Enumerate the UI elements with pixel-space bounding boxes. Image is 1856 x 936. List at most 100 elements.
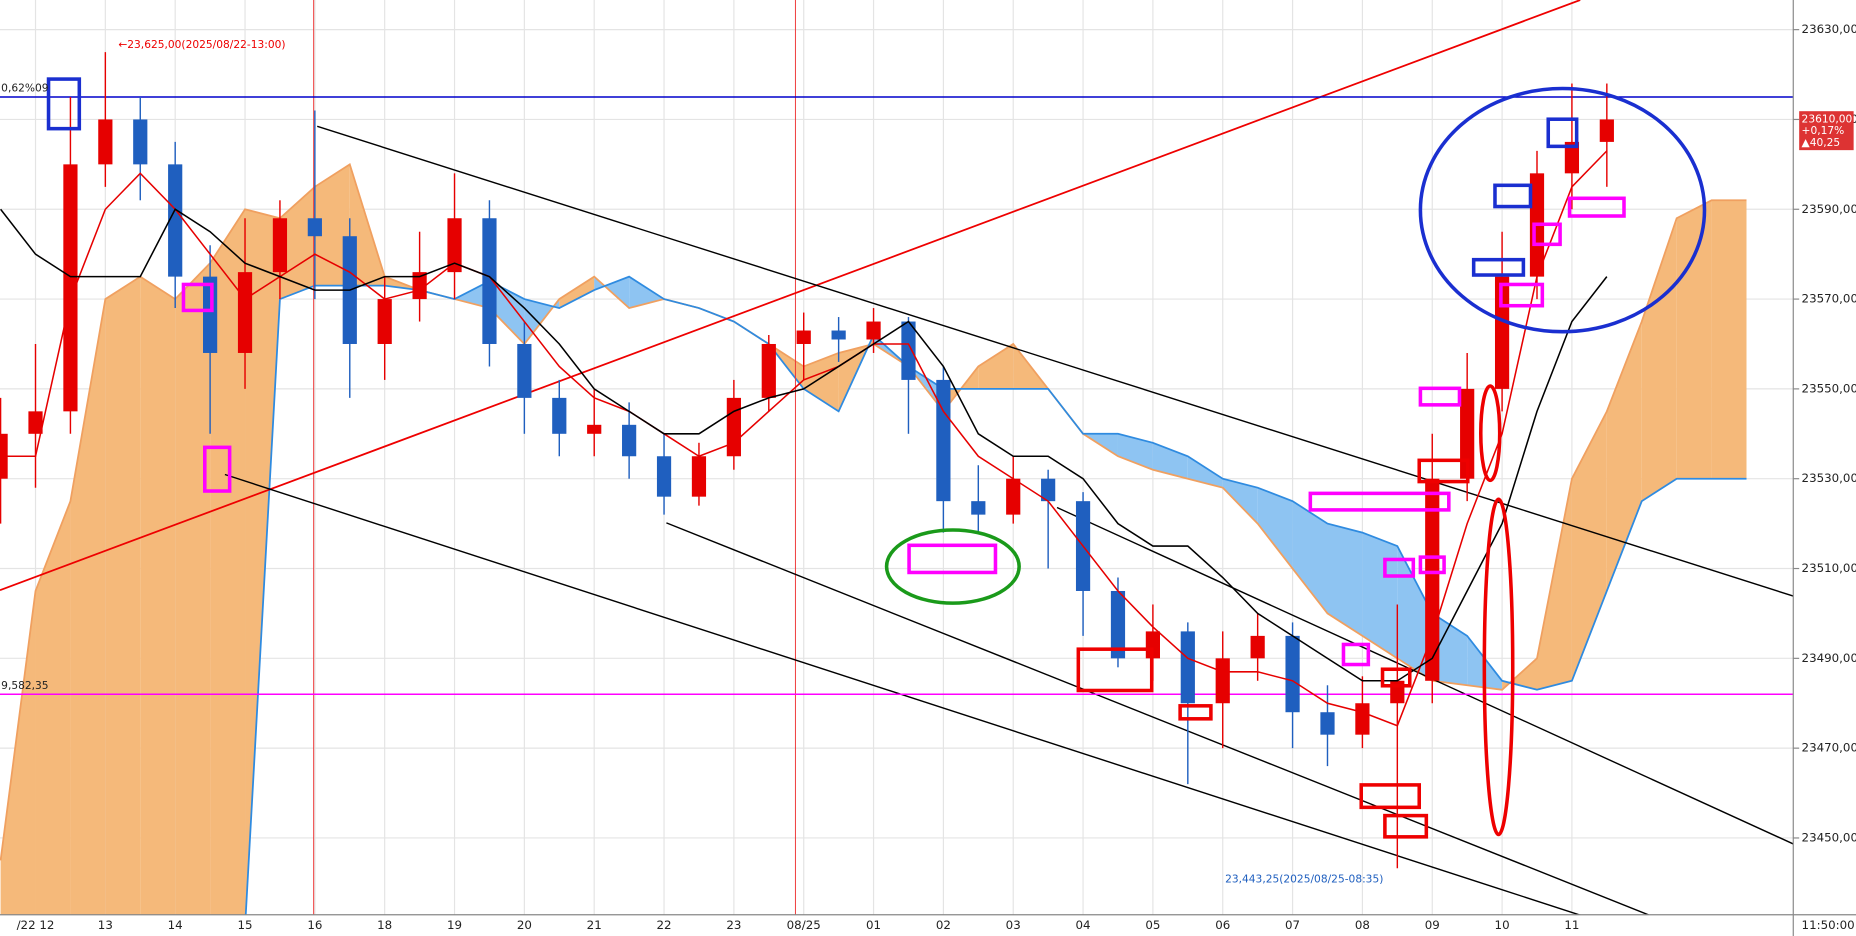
cloud-segment [1327,523,1363,636]
y-tick-label: 23570,00 [1802,292,1856,306]
box [203,445,232,493]
box [1178,704,1213,721]
candle-body [1180,631,1195,704]
annotation: 23,443,25(2025/08/25-08:35) [1225,872,1383,885]
price-tag-label: +0,17% [1802,124,1845,137]
cloud-segment [1432,613,1468,686]
x-tick-label: 08 [1355,918,1370,932]
x-tick-label: 22 [657,918,672,932]
cloud-segment [105,276,141,915]
cloud-segment [1257,487,1293,569]
cloud-segment [559,276,595,309]
box [1418,555,1446,575]
candle-body [517,343,532,398]
candle-body [237,272,253,353]
cloud-segment [1641,218,1677,502]
candle-body [1145,631,1160,659]
ellipse [1482,497,1515,837]
candle-body [656,456,672,497]
candle-body [936,379,951,502]
candle-body [412,272,427,300]
candle-body [761,343,776,398]
box [1076,647,1154,693]
cloud-segment [489,281,525,344]
cloud-segment [803,352,839,412]
candle-body [1041,478,1056,502]
candle-body [1564,141,1580,174]
cloud-segment [1537,478,1572,690]
x-tick-label: 03 [1006,918,1021,932]
cloud-segment [1117,433,1153,470]
price-tag-label: ▲40,25 [1802,136,1841,149]
cloud-segment [1571,411,1607,681]
cloud-segment [629,276,665,309]
candle-body [796,330,811,344]
y-tick-label: 23450,00 [1802,830,1856,844]
candle-body [622,424,637,457]
candle-body [1320,712,1335,735]
box [1418,386,1462,407]
cloud-segment [35,501,71,915]
y-tick-label: 23490,00 [1802,651,1856,665]
x-tick-label: 08/25 [787,918,821,932]
cloud-segment [1187,456,1223,488]
candle-body [133,119,148,165]
box [1359,783,1421,810]
cloud-segment [245,209,280,915]
candle-body [307,218,322,237]
candle-body [866,321,881,340]
cloud-segment [838,335,874,412]
channel-line [317,125,1794,597]
candle-body [901,321,916,380]
y-tick-label: 23550,00 [1802,381,1856,395]
cloud-segment [210,209,246,915]
y-tick-label: 23530,00 [1802,471,1856,485]
x-tick-label: 07 [1285,918,1300,932]
x-tick-label: 13 [98,918,113,932]
ellipse [1479,384,1502,483]
x-tick-label: /22 12 [17,918,55,932]
cloud-segment [0,590,36,915]
x-tick-label: 01 [866,918,881,932]
box [1380,667,1412,688]
box [1308,491,1451,512]
price-tag [1799,111,1854,151]
cloud [0,162,1747,915]
box [1532,222,1562,247]
x-tick-label: 06 [1215,918,1230,932]
ellipse [884,528,1021,605]
markup-shapes [46,77,1707,839]
cloud-segment [175,263,211,915]
candle-body [971,501,986,515]
candle-body [168,164,183,277]
x-tick-label: 02 [936,918,951,932]
candle-body [1599,119,1614,142]
candle-body [63,164,78,412]
candle-body [831,330,846,340]
x-tick-label: 18 [377,918,392,932]
x-tick-label: 10 [1495,918,1510,932]
x-tick-label: 15 [237,918,252,932]
trend-line [0,0,1581,591]
candle-body [272,218,288,273]
time-label: 11:50:00 [1802,918,1855,932]
cloud-segment [1222,478,1258,524]
candle-body [1460,388,1475,479]
x-tick-label: 21 [587,918,602,932]
box [1567,196,1626,218]
price-tag-label: 23610,00 [1802,112,1853,125]
candle-body [1285,635,1300,713]
annotations-layer [0,0,1794,915]
channel-line [224,473,1582,915]
cloud-segment [140,276,176,915]
box [181,282,214,313]
left-label: 9,582,35 [1,679,48,692]
ellipse [1418,86,1707,334]
y-tick-label: 23470,00 [1802,741,1856,755]
candle-body [447,218,462,273]
candle-body [98,119,113,165]
x-tick-label: 19 [447,918,462,932]
tenkan-line [0,150,1608,727]
box [1499,282,1545,308]
